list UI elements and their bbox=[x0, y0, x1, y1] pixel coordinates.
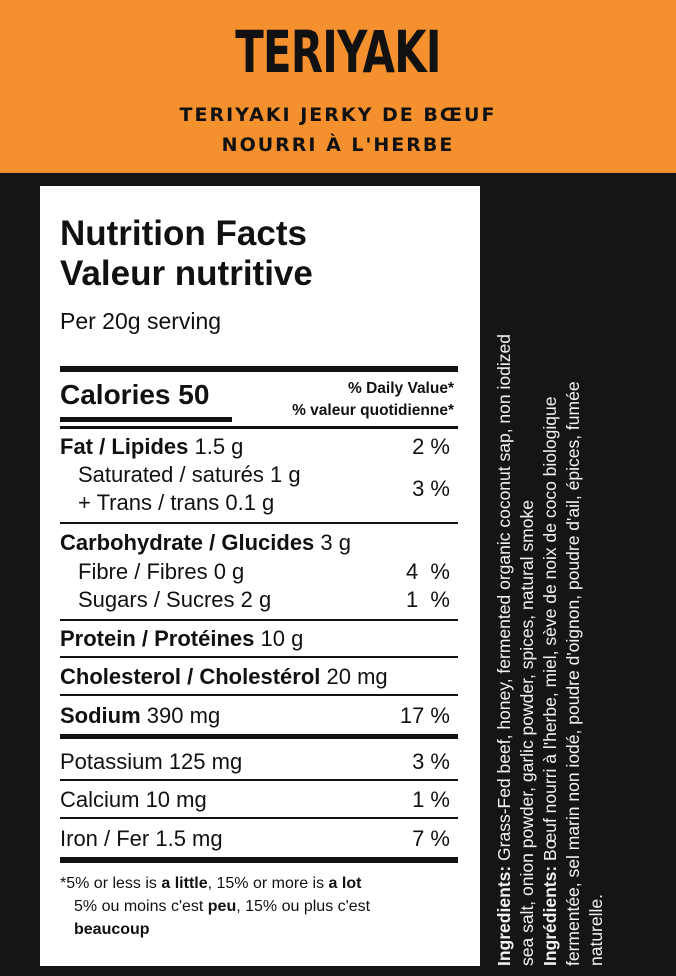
product-subtitle-1: TERIYAKI JERKY DE BŒUF bbox=[179, 104, 497, 126]
fat-pct: 2 % bbox=[412, 434, 450, 459]
calcium-pct: 1 % bbox=[412, 787, 450, 812]
fat-row: Fat / Lipides 1.5 g bbox=[60, 434, 244, 459]
potassium-pct: 3 % bbox=[412, 749, 450, 774]
divider bbox=[60, 522, 458, 524]
divider bbox=[60, 857, 458, 863]
calories-underline bbox=[60, 417, 232, 422]
iron-pct: 7 % bbox=[412, 826, 450, 851]
sodium-row: Sodium 390 mg bbox=[60, 703, 221, 728]
saturated-row: Saturated / saturés 1 g bbox=[78, 462, 301, 487]
trans-row: + Trans / trans 0.1 g bbox=[78, 490, 275, 515]
protein-row: Protein / Protéines 10 g bbox=[60, 626, 304, 651]
serving-size: Per 20g serving bbox=[60, 308, 222, 334]
footnote: *5% or less is a little, 15% or more is … bbox=[60, 875, 371, 938]
divider bbox=[60, 366, 458, 372]
nutrition-facts-panel: Nutrition Facts Valeur nutritive Per 20g… bbox=[40, 186, 480, 966]
divider bbox=[60, 734, 458, 739]
ingredients-fr-1: Ingrédients: Bœuf nourri à l'herbe, miel… bbox=[540, 396, 560, 966]
ingredients-en-2: sea salt, onion powder, garlic powder, s… bbox=[517, 500, 537, 966]
carb-row: Carbohydrate / Glucides 3 g bbox=[60, 530, 352, 555]
potassium-row: Potassium 125 mg bbox=[60, 749, 243, 774]
nutrition-title-en: Nutrition Facts bbox=[60, 214, 307, 253]
ingredients-fr-2: fermentée, sel marin non iodé, poudre d'… bbox=[563, 381, 583, 966]
ingredients-fr-3: naturelle. bbox=[586, 894, 606, 966]
divider bbox=[60, 779, 458, 781]
daily-value-en: % Daily Value* bbox=[348, 380, 454, 397]
ingredients-en-1: Ingredients: Grass-Fed beef, honey, ferm… bbox=[494, 334, 514, 966]
divider bbox=[60, 426, 458, 429]
divider bbox=[60, 656, 458, 658]
divider bbox=[60, 694, 458, 696]
product-subtitle-2: NOURRI À L'HERBE bbox=[221, 134, 455, 156]
iron-row: Iron / Fer 1.5 mg bbox=[60, 826, 223, 851]
sodium-pct: 17 % bbox=[399, 703, 450, 728]
divider bbox=[60, 619, 458, 621]
product-title: TERIYAKI bbox=[235, 18, 441, 86]
calories-label: Calories bbox=[60, 379, 171, 410]
nutrition-title-fr: Valeur nutritive bbox=[60, 254, 313, 293]
cholesterol-row: Cholesterol / Cholestérol 20 mg bbox=[60, 664, 388, 689]
calcium-row: Calcium 10 mg bbox=[60, 787, 207, 812]
sugars-pct: 1 % bbox=[405, 587, 450, 612]
ingredients-list: Ingredients: Grass-Fed beef, honey, ferm… bbox=[493, 186, 608, 966]
sat-trans-pct: 3 % bbox=[412, 476, 450, 501]
calories-value: 50 bbox=[178, 379, 210, 410]
divider bbox=[60, 817, 458, 819]
daily-value-fr: % valeur quotidienne* bbox=[292, 402, 454, 419]
header-banner: TERIYAKI TERIYAKI JERKY DE BŒUF NOURRI À… bbox=[0, 0, 676, 173]
fibre-pct: 4 % bbox=[405, 559, 450, 584]
fibre-row: Fibre / Fibres 0 g bbox=[78, 559, 245, 584]
sugars-row: Sugars / Sucres 2 g bbox=[78, 587, 272, 612]
calories-row: Calories 50 bbox=[60, 379, 209, 411]
